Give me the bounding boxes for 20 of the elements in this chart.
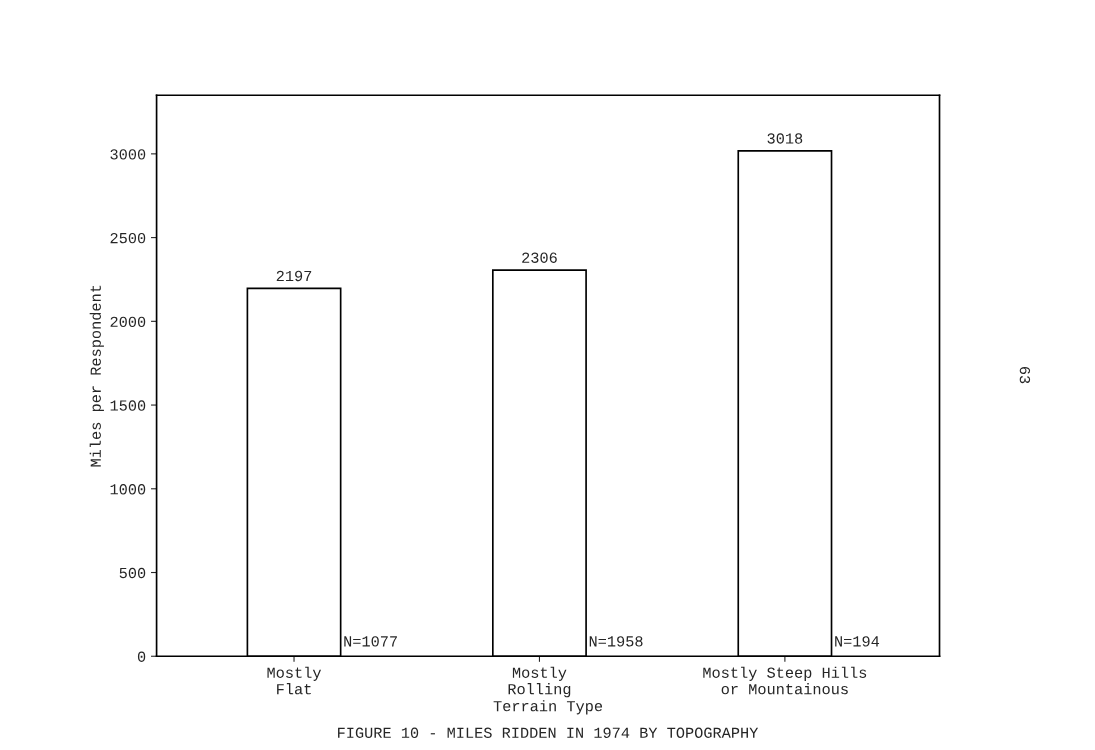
- y-tick-label: 0: [137, 651, 146, 662]
- x-axis-title: Terrain Type: [493, 700, 603, 715]
- y-tick-label: 2000: [110, 316, 146, 328]
- y-tick-label: 2500: [110, 232, 146, 244]
- x-tick-label: Mostly Flat: [267, 666, 322, 695]
- data-label: 2197: [276, 270, 312, 282]
- y-tick-label: 1000: [110, 484, 146, 495]
- annotation: N=194: [835, 636, 880, 647]
- y-tick-label: 1500: [110, 400, 146, 411]
- text: 63: [1019, 366, 1031, 384]
- annotation: N=1077: [344, 636, 397, 647]
- y-tick-label: 500: [119, 567, 146, 579]
- text: FIGURE 10 - MILES RIDDEN IN 1974 BY TOPOGRAPHY: [338, 727, 759, 738]
- y-tick-label: 3000: [110, 149, 146, 160]
- data-label: 2306: [522, 252, 557, 263]
- x-tick-label: Mostly Steep Hills or Mountainous: [703, 666, 867, 695]
- y-axis-title: Miles per Respondent: [89, 285, 104, 467]
- x-tick-label: Mostly Rolling: [508, 666, 571, 698]
- annotation: N=1958: [589, 636, 643, 647]
- data-label: 3018: [767, 133, 803, 144]
